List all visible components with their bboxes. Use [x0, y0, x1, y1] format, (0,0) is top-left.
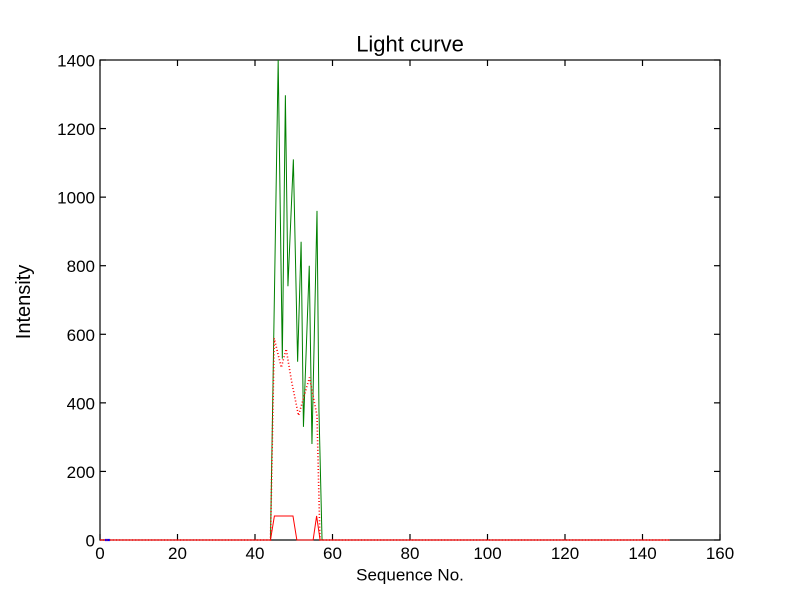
svg-text:140: 140	[628, 544, 656, 563]
svg-text:Light curve: Light curve	[356, 31, 464, 56]
svg-text:400: 400	[67, 394, 95, 413]
svg-text:Intensity: Intensity	[13, 265, 35, 339]
svg-text:1000: 1000	[57, 189, 95, 208]
svg-text:Sequence No.: Sequence No.	[356, 566, 464, 585]
svg-text:60: 60	[323, 544, 342, 563]
svg-text:160: 160	[706, 544, 734, 563]
svg-text:600: 600	[67, 326, 95, 345]
svg-text:800: 800	[67, 257, 95, 276]
svg-text:0: 0	[86, 532, 95, 551]
svg-text:40: 40	[246, 544, 265, 563]
svg-text:0: 0	[95, 544, 104, 563]
svg-text:20: 20	[168, 544, 187, 563]
svg-text:120: 120	[551, 544, 579, 563]
svg-text:100: 100	[473, 544, 501, 563]
svg-text:80: 80	[401, 544, 420, 563]
svg-text:1400: 1400	[57, 52, 95, 71]
svg-text:1200: 1200	[57, 120, 95, 139]
svg-text:200: 200	[67, 463, 95, 482]
